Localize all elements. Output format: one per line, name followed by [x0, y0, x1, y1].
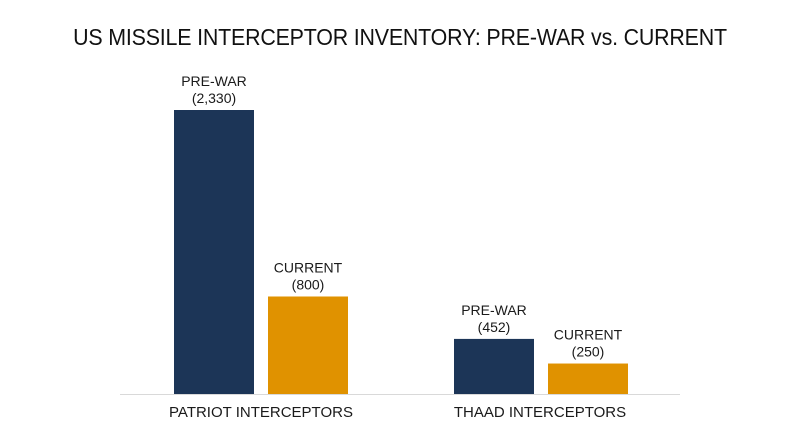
bar-series-label: CURRENT: [274, 259, 343, 275]
bar-thaad-current: [548, 363, 628, 394]
chart-title: US MISSILE INTERCEPTOR INVENTORY: PRE-WA…: [73, 24, 727, 50]
bar-series-label: PRE-WAR: [181, 73, 247, 89]
bar-value-label: (452): [478, 319, 511, 335]
category-label: PATRIOT INTERCEPTORS: [169, 404, 353, 421]
bar-value-label: (250): [572, 344, 605, 360]
bar-series-label: PRE-WAR: [461, 302, 527, 318]
bar-series-label: CURRENT: [554, 327, 623, 343]
bar-value-label: (2,330): [192, 90, 236, 106]
bar-patriot-current: [268, 296, 348, 394]
category-label: THAAD INTERCEPTORS: [454, 404, 626, 421]
bar-value-label: (800): [292, 276, 325, 292]
bar-thaad-pre-war: [454, 338, 534, 394]
bar-patriot-pre-war: [174, 110, 254, 394]
